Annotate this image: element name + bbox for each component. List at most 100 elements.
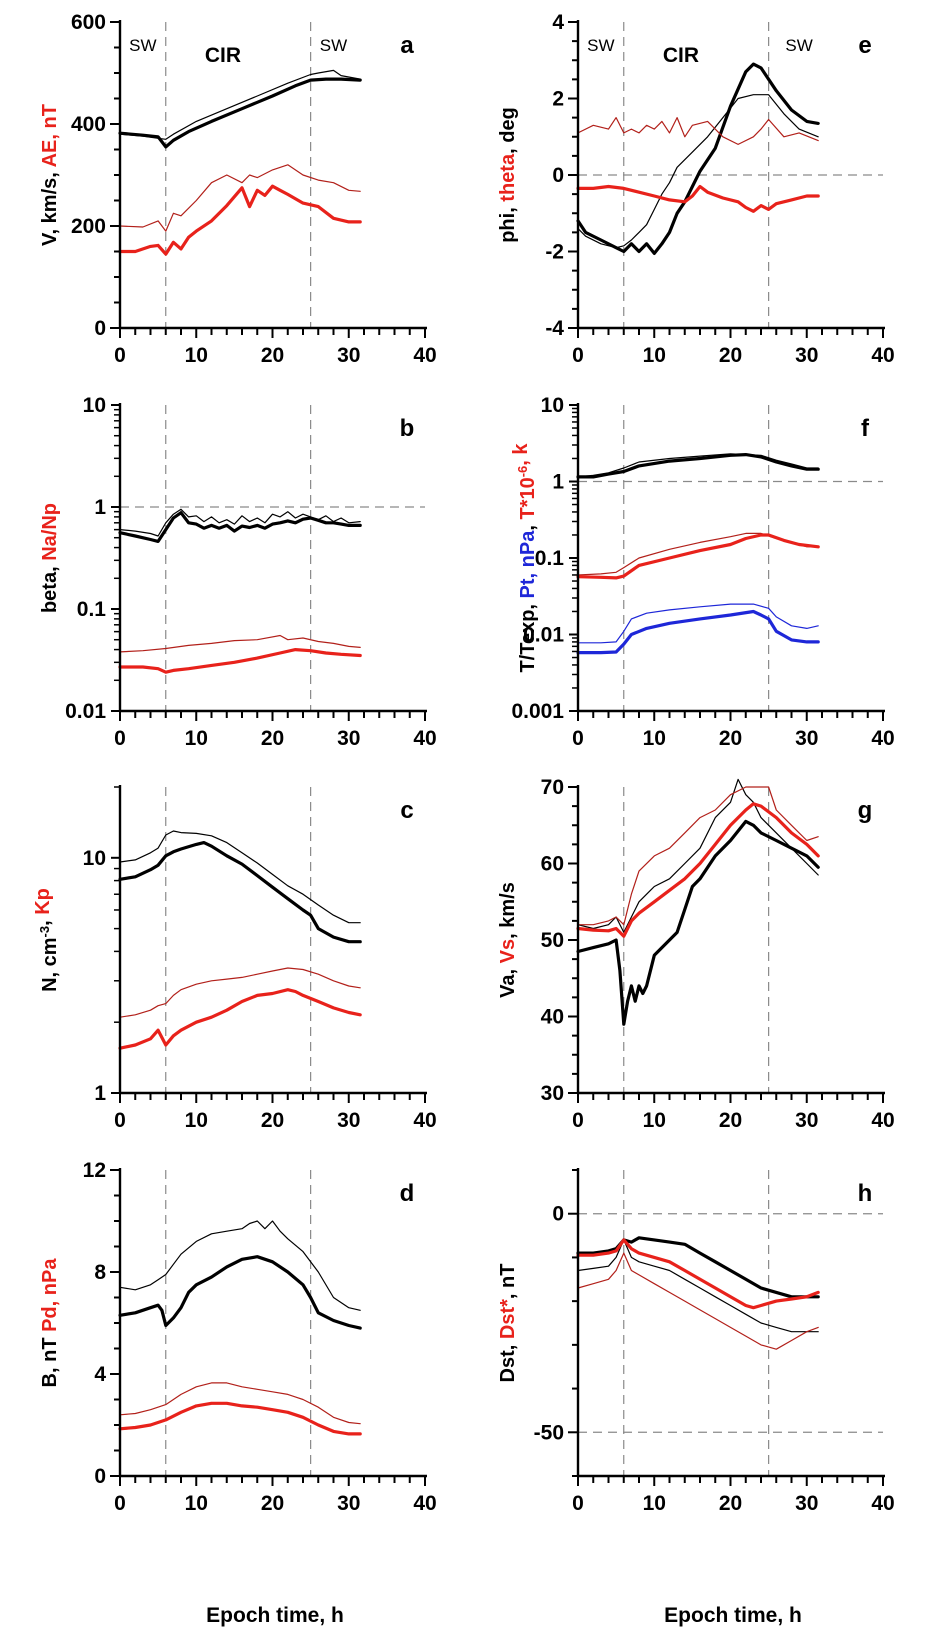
series-line-3 [577,1252,819,1350]
y-tick-label: -50 [534,1421,564,1444]
x-tick-label: 30 [795,344,818,367]
x-tick-label: 20 [261,1109,284,1132]
region-label-sw: SW [129,36,156,55]
x-tick-label: 30 [337,1109,360,1132]
x-tick-label: 30 [337,727,360,750]
y-tick-label: 60 [541,853,564,876]
y-axis-label-part: beta, [39,561,61,613]
y-tick-label: 30 [541,1082,564,1105]
y-tick-label: 50 [541,929,564,952]
x-tick-label: 10 [643,344,666,367]
y-axis-label-part: phi, [497,202,519,243]
series-line-4 [576,802,820,938]
series-line-4 [118,1401,362,1436]
series-line-2 [576,1236,820,1299]
y-axis-label: beta, Na/Np [39,503,61,613]
y-tick-label: 4 [94,1363,106,1386]
panel-e: 0 10 20 30 40 -4 -2 0 2 4 phi, theta, deg e SW CIR SW [497,11,895,367]
x-axis-title-left: Epoch time, h [206,1604,344,1627]
y-tick-label: 0.01 [523,624,564,647]
y-tick-label: 1 [94,1082,106,1105]
y-axis-label-part: Pt, nPa [517,530,539,599]
y-axis-label: T/Texp, Pt, nPa, T*10-6, k [510,443,539,673]
y-tick-label: 0.1 [77,598,107,621]
y-tick-label: 1 [94,496,106,519]
x-tick-label: 40 [413,1492,436,1515]
panel-f: 0 10 20 30 40 0.001 0.01 0.1 1 10 T/Texp, Pt, nPa,… [510,394,895,750]
y-tick-label: 2 [552,88,564,111]
y-tick-label: 200 [71,215,106,238]
y-tick-label: 10 [83,847,106,870]
region-label-cir: CIR [205,44,241,67]
x-tick-label: 30 [795,1492,818,1515]
panel-label: g [858,797,873,824]
y-axis-label-part: AE, nT [39,104,61,167]
series-line-3 [119,634,361,653]
x-tick-label: 10 [185,344,208,367]
y-axis-label-part: T/Texp, [517,598,539,672]
x-tick-label: 0 [114,344,126,367]
y-tick-label: 0 [552,164,564,187]
y-axis-label: B, nT Pd, nPa [39,1258,61,1388]
series-line-1 [577,94,819,249]
series-line-1 [119,1220,361,1311]
series-line-4 [118,988,362,1050]
y-axis-label: Va, Vs, km/s [497,882,519,998]
x-tick-label: 10 [185,1492,208,1515]
y-axis-label-part: , [32,915,54,926]
x-tick-label: 20 [719,1492,742,1515]
series-line-3 [577,786,819,926]
y-axis-label-part: , deg [497,107,519,154]
y-axis-label-part: , k [510,443,532,466]
y-tick-label: 600 [71,11,106,34]
panel-label: h [858,1180,873,1207]
x-tick-label: 30 [337,1492,360,1515]
x-tick-label: 20 [261,1492,284,1515]
y-axis-label-part: Dst* [497,1299,519,1339]
y-axis-label: N, cm-3, Kp [32,888,61,992]
x-tick-label: 0 [572,1492,584,1515]
panel-label: c [400,797,413,824]
y-tick-label: 1 [552,471,564,494]
y-axis-label-part: Na/Np [39,503,61,561]
series-line-5 [577,603,819,644]
series-line-4 [576,533,820,580]
panel-label: d [400,1180,415,1207]
series-line-1 [577,453,819,478]
region-label-sw: SW [320,36,347,55]
y-axis-label-part: , [517,520,539,531]
series-line-4 [118,184,362,256]
panel-b: 0 10 20 30 40 0.01 0.1 1 10 beta, Na/Np b [39,394,437,750]
y-axis-label-part: theta [497,153,519,202]
series-line-3 [119,967,361,1018]
panel-d: 0 10 20 30 40 0 4 8 12 B, nT Pd, nPa d [39,1159,437,1515]
y-axis-label-part: , km/s [497,882,519,939]
region-label-cir: CIR [663,44,699,67]
x-tick-label: 40 [871,727,894,750]
region-label-sw: SW [785,36,812,55]
panel-h: 0 10 20 30 40 -50 0 Dst, Dst*, nT h [497,1168,895,1515]
series-line-6 [576,609,820,655]
series-line-2 [118,77,362,149]
series-line-1 [119,830,361,924]
series-line-4 [118,648,362,674]
y-axis-label-part: Pd, nPa [39,1258,61,1332]
series-line-2 [118,841,362,944]
y-axis-label-part: T*10 [517,477,539,519]
y-axis-label-part: Kp [32,888,54,915]
panel-label: e [858,32,871,59]
y-axis-label: phi, theta, deg [497,107,519,243]
x-tick-label: 10 [185,1109,208,1132]
x-tick-label: 20 [719,727,742,750]
x-axis-title-right: Epoch time, h [664,1604,802,1627]
y-tick-label: 4 [552,11,564,34]
panel-c: 0 10 20 30 40 1 10 N, cm-3, Kp c [32,785,437,1132]
series-line-2 [118,1255,362,1330]
y-axis-label-superscript: -6 [515,466,530,478]
series-line-2 [118,511,362,543]
panel-label: b [400,415,415,442]
y-tick-label: 12 [83,1159,106,1182]
y-axis-label-part: B, nT [39,1332,61,1388]
